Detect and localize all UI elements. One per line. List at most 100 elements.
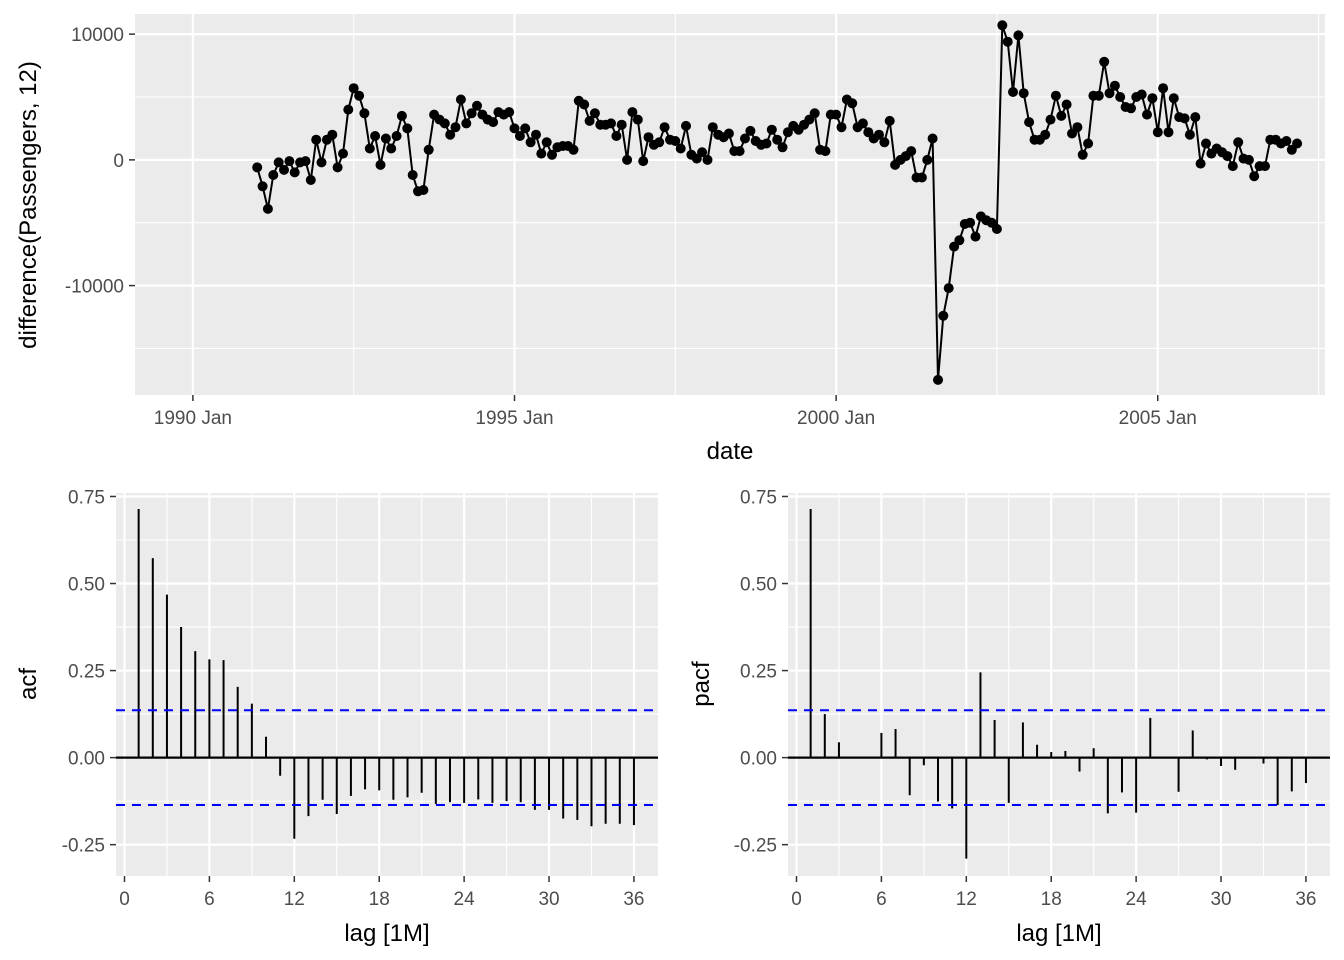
data-point	[289, 167, 300, 178]
x-tick-label: 24	[1126, 889, 1148, 910]
data-point	[418, 185, 429, 195]
x-tick-label: 30	[1210, 889, 1231, 910]
data-point	[311, 134, 322, 145]
y-tick-label: -0.25	[62, 836, 105, 857]
y-axis-title: pacf	[688, 661, 715, 707]
data-point	[316, 157, 327, 168]
x-tick-label: 2005 Jan	[1119, 408, 1197, 429]
data-point	[766, 124, 777, 135]
data-point	[1099, 56, 1110, 67]
data-point	[1142, 109, 1152, 120]
data-point	[1233, 137, 1244, 148]
y-tick-label: 0	[113, 151, 124, 172]
data-point	[536, 148, 547, 159]
data-point	[1013, 30, 1024, 41]
data-point	[820, 146, 831, 157]
x-tick-label: 18	[1041, 889, 1062, 910]
data-point	[847, 98, 858, 109]
data-point	[970, 231, 981, 242]
x-tick-label: 2000 Jan	[797, 408, 875, 429]
data-point	[359, 108, 370, 119]
pacf-panel: 0 6 12 18 24 30 36 0.75 0.50 0.25 0.00 -0.25 lag [1M…	[688, 487, 1330, 947]
data-point	[445, 129, 456, 140]
y-tick-label: 0.25	[68, 662, 105, 683]
data-point	[965, 217, 976, 228]
data-point	[332, 162, 343, 173]
x-tick-label: 12	[284, 889, 305, 910]
data-point	[541, 137, 552, 148]
data-point	[1126, 103, 1136, 114]
x-tick-label: 24	[454, 889, 476, 910]
data-point	[643, 132, 654, 143]
data-point	[1136, 89, 1147, 100]
y-tick-label: 10000	[71, 25, 124, 46]
data-point	[1179, 113, 1190, 124]
data-point	[439, 118, 450, 129]
data-point	[1292, 138, 1303, 149]
data-point	[257, 181, 268, 192]
data-point	[504, 107, 515, 118]
data-point	[616, 119, 627, 130]
data-point	[654, 137, 665, 148]
data-point	[740, 133, 750, 144]
data-point	[1222, 151, 1233, 162]
data-point	[1281, 136, 1292, 146]
data-point	[927, 133, 938, 144]
data-point	[380, 133, 391, 144]
data-point	[632, 114, 643, 125]
panel-background	[788, 493, 1330, 876]
y-axis-title: acf	[15, 668, 42, 700]
data-point	[745, 125, 756, 136]
data-point	[954, 235, 965, 246]
data-point	[1163, 127, 1174, 138]
data-point	[472, 100, 482, 111]
x-tick-label: 0	[791, 889, 802, 910]
data-point	[1195, 158, 1206, 169]
panel-background	[135, 14, 1325, 395]
data-point	[520, 123, 531, 134]
data-point	[884, 115, 895, 126]
data-point	[943, 283, 954, 294]
data-point	[531, 129, 541, 140]
data-point	[1056, 110, 1067, 121]
data-point	[670, 136, 681, 146]
data-point	[423, 144, 434, 155]
data-point	[407, 170, 418, 180]
x-axis-title: lag [1M]	[344, 920, 429, 947]
data-point	[831, 109, 842, 120]
data-point	[697, 147, 708, 158]
data-point	[857, 118, 868, 129]
data-point	[300, 156, 311, 167]
data-point	[922, 154, 933, 165]
data-point	[638, 156, 649, 167]
data-point	[622, 154, 633, 165]
data-point	[1158, 83, 1169, 94]
data-point	[1109, 80, 1120, 91]
x-tick-label: 18	[369, 889, 390, 910]
data-point	[1050, 90, 1061, 101]
data-point	[707, 122, 718, 133]
data-point	[1061, 99, 1072, 110]
data-point	[1243, 154, 1254, 165]
data-point	[1045, 114, 1056, 125]
y-tick-label: 0.00	[740, 749, 777, 770]
data-point	[1040, 129, 1051, 140]
y-tick-label: 0.25	[740, 662, 777, 683]
data-point	[525, 137, 536, 148]
data-point	[364, 143, 375, 154]
data-point	[1184, 129, 1195, 140]
data-point	[836, 122, 847, 133]
data-point	[1227, 161, 1238, 172]
data-point	[252, 162, 263, 173]
data-point	[284, 156, 295, 167]
y-tick-label: 0.50	[68, 575, 105, 596]
data-point	[1115, 92, 1126, 102]
data-point	[933, 374, 943, 385]
data-point	[1024, 117, 1035, 128]
data-point	[1260, 161, 1270, 172]
x-tick-label: 6	[204, 889, 215, 910]
data-point	[348, 83, 359, 94]
data-point	[327, 129, 338, 140]
data-point	[997, 20, 1008, 31]
data-point	[279, 164, 289, 175]
